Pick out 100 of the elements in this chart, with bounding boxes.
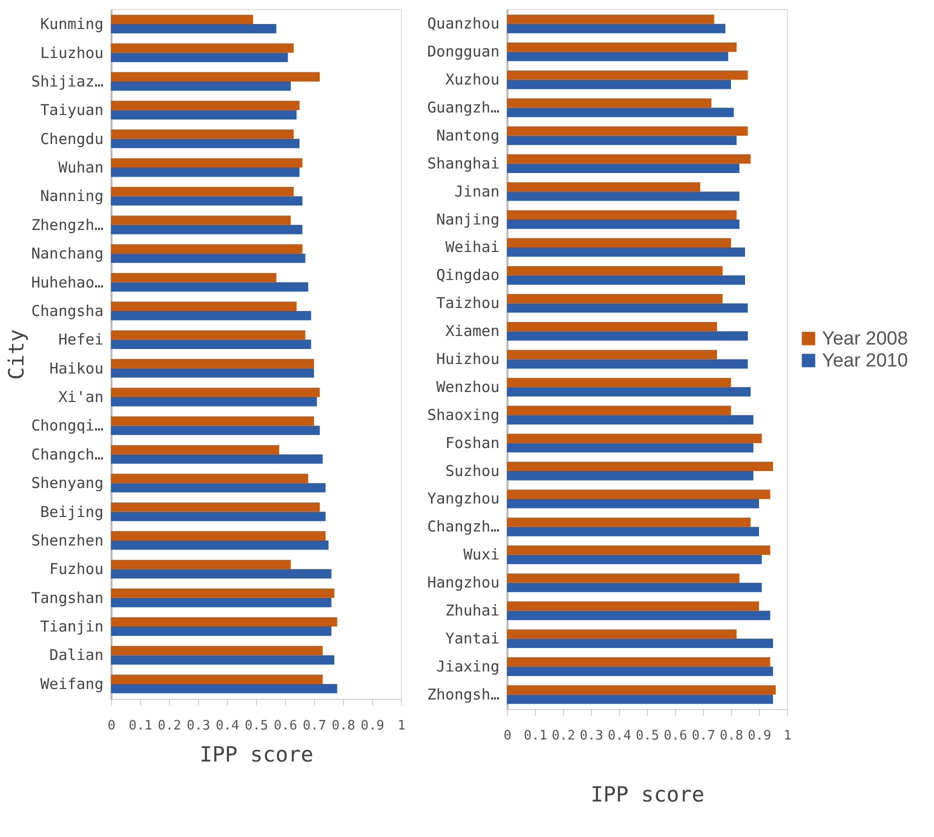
bar — [111, 684, 338, 694]
bar — [507, 70, 748, 80]
x-tick-label: 0.3 — [186, 718, 210, 734]
bar — [507, 303, 748, 313]
bar — [507, 546, 770, 555]
bar — [111, 674, 323, 684]
bar — [507, 518, 751, 527]
bar — [507, 266, 723, 276]
x-tick-label: 0.2 — [552, 728, 576, 744]
y-tick-label: Xuzhou — [445, 70, 500, 89]
bar — [111, 14, 254, 24]
y-tick-label: Huhehao… — [31, 273, 104, 292]
bar — [111, 330, 306, 340]
bar — [111, 168, 300, 177]
bar — [507, 471, 754, 480]
bar — [111, 282, 308, 292]
bar — [507, 582, 762, 592]
x-tick-label: 0.2 — [158, 718, 182, 734]
legend-label: Year 2008 — [822, 328, 908, 350]
y-tick-label: Liuzhou — [40, 44, 104, 62]
y-tick-label: Shaoxing — [427, 406, 500, 424]
bar — [507, 378, 731, 388]
bar — [507, 443, 754, 452]
y-tick-label: Nanjing — [436, 210, 500, 228]
bar — [111, 426, 320, 436]
y-tick-label: Nanchang — [31, 244, 104, 263]
bar — [507, 322, 717, 332]
bar — [111, 196, 302, 206]
bar — [111, 598, 332, 608]
y-tick-label: Shijiaz… — [31, 72, 104, 90]
y-tick-label: Zhuhai — [445, 601, 500, 620]
bar — [111, 540, 328, 550]
bar — [507, 220, 740, 229]
y-tick-label: Changsha — [31, 302, 104, 320]
bar — [111, 158, 302, 168]
y-tick-label: Nanning — [40, 187, 104, 206]
y-tick-label: Yantai — [445, 629, 500, 648]
bar — [111, 138, 300, 148]
bar — [111, 186, 294, 196]
legend-label: Year 2010 — [822, 350, 908, 372]
x-tick-label: 0.1 — [524, 728, 548, 744]
bar — [111, 483, 326, 492]
bar — [111, 588, 334, 598]
bar — [111, 340, 312, 349]
y-tick-label: Chengdu — [40, 130, 104, 148]
bar — [507, 406, 731, 416]
bar — [111, 569, 332, 578]
x-tick-label: 0.5 — [636, 728, 660, 744]
bar — [111, 130, 294, 139]
bar — [507, 387, 751, 397]
bar — [507, 490, 770, 499]
bar — [507, 238, 731, 248]
bar — [111, 474, 308, 484]
bar — [507, 294, 723, 304]
y-tick-label: Weihai — [445, 238, 500, 256]
y-tick-label: Wuhan — [58, 158, 104, 177]
bar — [111, 216, 291, 225]
bar — [507, 666, 773, 676]
bar — [507, 108, 734, 118]
bar — [507, 42, 737, 52]
y-tick-label: Zhongsh… — [427, 685, 500, 704]
x-tick-label: 0.5 — [244, 718, 268, 734]
x-tick-label: 0.7 — [692, 728, 716, 744]
y-tick-label: Xiamen — [445, 322, 500, 340]
y-tick-label: Yangzhou — [427, 490, 500, 508]
x-tick-label: 0.4 — [608, 728, 632, 744]
bar — [111, 445, 280, 454]
bar — [507, 685, 776, 695]
y-tick-label: Taizhou — [436, 294, 500, 312]
bar — [507, 80, 731, 90]
y-tick-label: Shenyang — [31, 474, 104, 492]
bar — [111, 617, 338, 627]
bar — [111, 655, 334, 665]
y-tick-label: Taiyuan — [40, 101, 104, 120]
x-tick-label: 0 — [108, 718, 116, 734]
y-tick-label: Changzh… — [427, 518, 500, 536]
bar — [507, 136, 737, 146]
bar — [111, 24, 276, 34]
bar — [507, 247, 745, 257]
y-tick-label: Tangshan — [31, 588, 104, 607]
y-tick-label: Suzhou — [445, 462, 500, 480]
bar — [507, 14, 714, 24]
x-tick-label: 0.3 — [580, 728, 604, 744]
bar — [507, 331, 748, 341]
bar — [507, 126, 748, 136]
bar — [111, 254, 306, 263]
bar — [111, 81, 291, 91]
bar — [507, 52, 728, 62]
bar — [111, 359, 314, 368]
bar — [111, 302, 297, 311]
bar — [507, 210, 737, 220]
y-tick-label: Dongguan — [427, 42, 500, 61]
x-tick-label: 0.7 — [302, 718, 326, 734]
y-tick-label: Jinan — [454, 182, 500, 200]
x-tick-label: 1 — [784, 728, 792, 744]
y-tick-label: Haikou — [49, 359, 104, 378]
y-tick-label: Shanghai — [427, 154, 500, 172]
y-tick-label: Tianjin — [40, 618, 104, 636]
y-tick-label: Jiaxing — [436, 657, 500, 676]
bar — [507, 573, 740, 583]
